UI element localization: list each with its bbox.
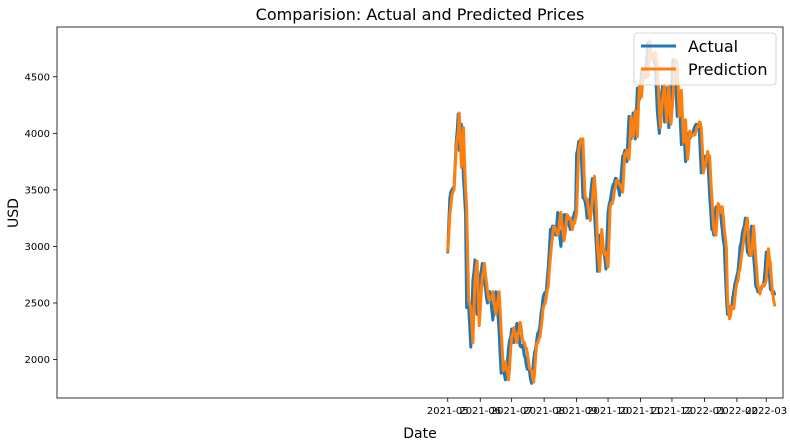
x-axis: 2021-052021-062021-072021-082021-092021-… — [427, 398, 787, 417]
x-tick-label: 2021-06 — [459, 406, 501, 417]
plot-frame — [56, 26, 784, 399]
x-tick-label: 2021-05 — [427, 406, 469, 417]
x-tick-label: 2021-11 — [620, 406, 662, 417]
legend-label-prediction: Prediction — [688, 60, 767, 79]
x-tick-label: 2021-09 — [556, 406, 598, 417]
chart-title: Comparision: Actual and Predicted Prices — [256, 5, 585, 24]
series-layer — [446, 39, 777, 385]
y-tick-label: 3000 — [25, 242, 50, 253]
x-tick-label: 2021-07 — [491, 406, 533, 417]
y-tick-label: 4500 — [25, 72, 50, 83]
legend-label-actual: Actual — [688, 37, 738, 56]
legend: Actual Prediction — [633, 32, 777, 86]
x-tick-label: 2022-03 — [745, 406, 787, 417]
y-tick-label: 4000 — [25, 129, 50, 140]
y-tick-label: 2000 — [25, 355, 50, 366]
series-line-prediction — [446, 39, 777, 384]
y-tick-label: 3500 — [25, 185, 50, 196]
y-tick-label: 2500 — [25, 298, 50, 309]
plot-area — [56, 26, 784, 399]
x-tick-label: 2021-10 — [587, 406, 629, 417]
x-tick-label: 2022-01 — [684, 406, 726, 417]
x-tick-label: 2021-08 — [523, 406, 565, 417]
x-axis-label: Date — [403, 426, 436, 442]
y-axis-label: USD — [6, 198, 22, 228]
x-tick-label: 2021-12 — [651, 406, 693, 417]
x-tick-label: 2022-02 — [716, 406, 758, 417]
y-axis: 2000 2500 3000 3500 4000 4500 — [25, 72, 57, 366]
